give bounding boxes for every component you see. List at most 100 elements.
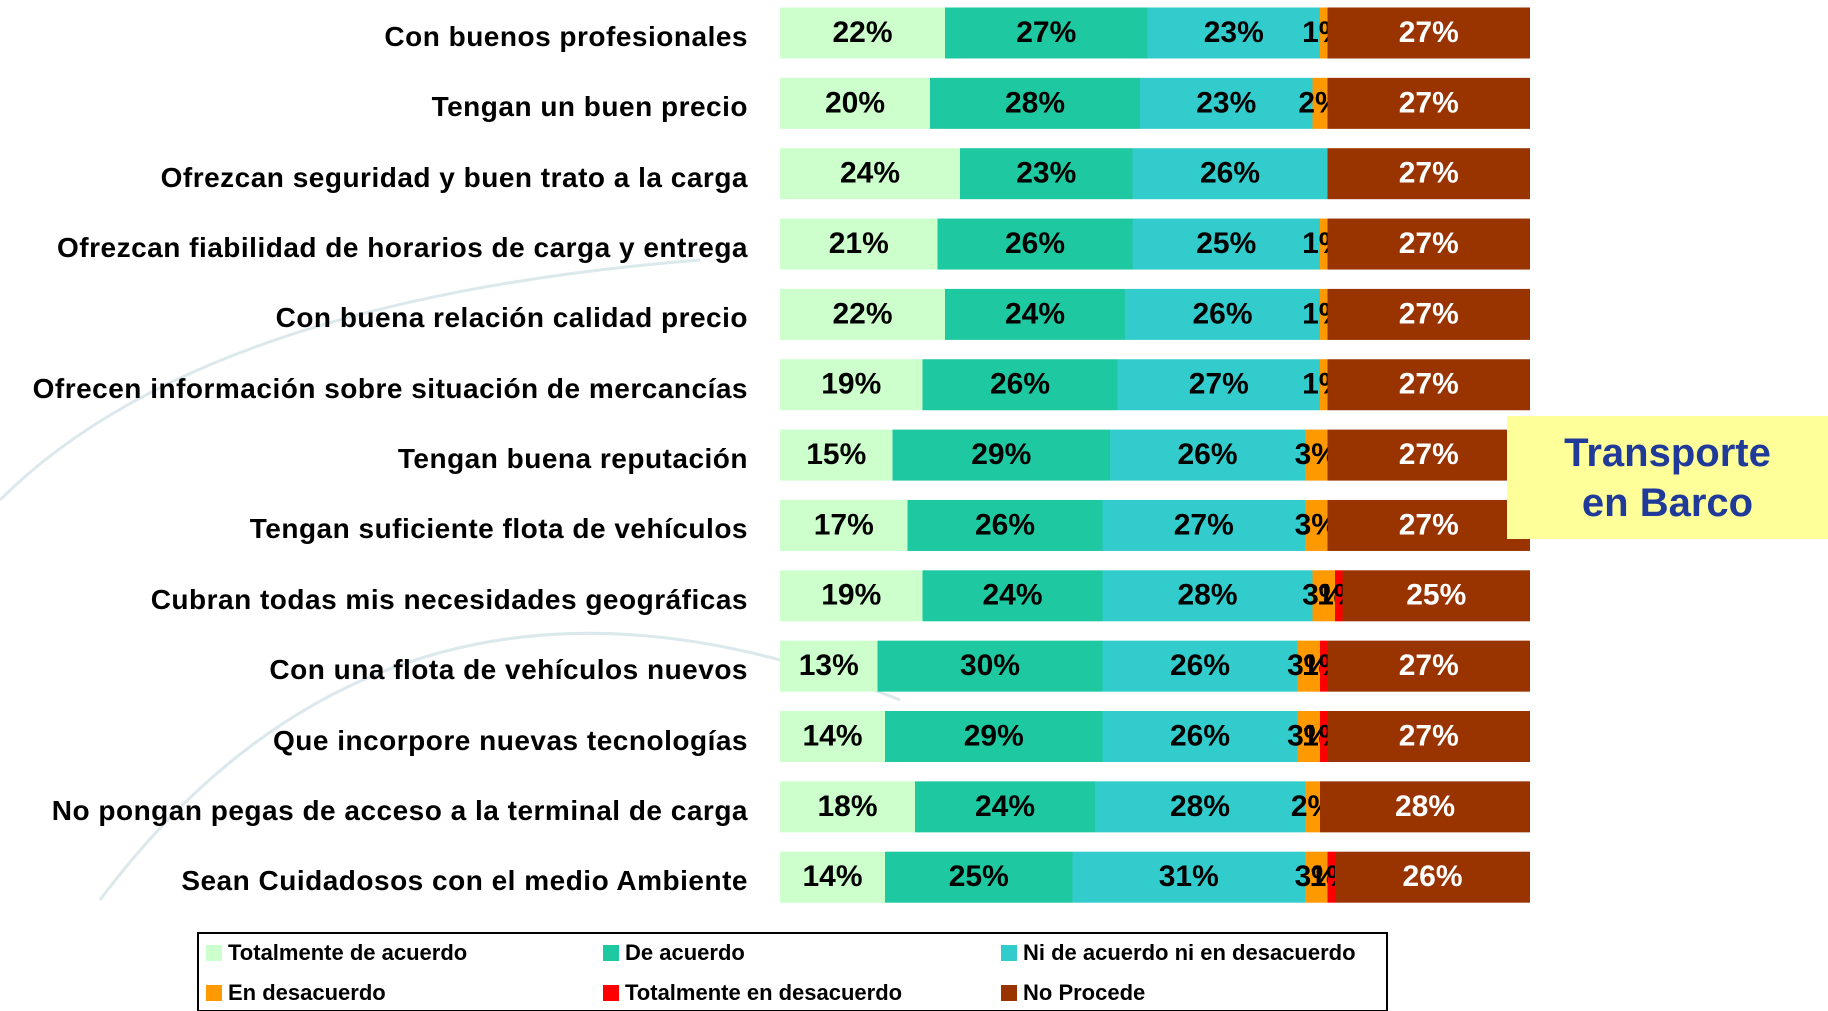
legend-label: Totalmente en desacuerdo (625, 980, 902, 1005)
value-label: 24% (840, 157, 900, 190)
bar-segment (1297, 640, 1320, 692)
bar-segment (945, 7, 1148, 59)
bar-segment (1147, 7, 1320, 59)
category-label: Ofrezcan fiabilidad de horarios de carga… (57, 232, 748, 264)
bar-segment (960, 148, 1133, 200)
value-label: 27% (1189, 368, 1249, 401)
value-label: 28% (1005, 86, 1065, 119)
value-label: 27% (1399, 508, 1459, 541)
bar-segment (1140, 77, 1313, 129)
category-label: Tengan un buen precio (431, 91, 748, 123)
bar-segment (1305, 851, 1328, 903)
bar-segment (930, 77, 1140, 129)
legend-swatch (603, 945, 619, 961)
bar-segment (1320, 359, 1328, 411)
bar-segment (945, 288, 1125, 340)
value-label: 22% (832, 16, 892, 49)
bar-segment (780, 851, 885, 903)
bar-segment (1320, 7, 1328, 59)
category-label: Con buenos profesionales (384, 21, 748, 52)
category-label: Cubran todas mis necesidades geográficas (150, 583, 748, 615)
bar-segment (1102, 499, 1305, 551)
value-label: 25% (949, 860, 1009, 893)
value-label: 26% (990, 368, 1050, 401)
value-label: 24% (982, 579, 1042, 612)
bar-segment (1327, 288, 1530, 340)
value-label: 28% (1177, 579, 1237, 612)
bar-segment (1305, 781, 1320, 833)
value-label: 19% (821, 368, 881, 401)
value-label: 14% (802, 860, 862, 893)
bar-segment (1327, 7, 1530, 59)
bar-segment (1320, 781, 1530, 833)
bar-segment (780, 429, 893, 481)
bar-segment (1312, 77, 1328, 129)
bar-segment (1327, 218, 1530, 270)
bar-segment (780, 711, 885, 762)
value-label: 27% (1174, 508, 1234, 541)
legend-swatch (1001, 985, 1017, 1001)
category-label: Que incorpore nuevas tecnologías (272, 724, 748, 756)
value-label: 26% (1177, 438, 1237, 471)
value-label: 24% (975, 790, 1035, 823)
category-label: Con buena relación calidad precio (275, 302, 748, 334)
value-label: 29% (971, 438, 1031, 471)
bar-segment (1327, 851, 1335, 903)
bar-segment (1335, 851, 1530, 903)
value-label: 28% (1395, 790, 1455, 823)
bar-segment (780, 499, 908, 551)
legend-label: De acuerdo (625, 940, 745, 965)
value-label: 27% (1399, 297, 1459, 330)
value-label: 19% (821, 579, 881, 612)
bar-segment (1102, 640, 1298, 692)
category-label: Tengan buena reputación (397, 443, 748, 475)
bar-segment (1320, 288, 1328, 340)
value-label: 22% (832, 297, 892, 330)
value-label: 14% (802, 719, 862, 752)
value-label: 27% (1399, 438, 1459, 471)
value-label: 17% (814, 508, 874, 541)
value-label: 31% (1159, 860, 1219, 893)
bar-segment (1320, 218, 1328, 270)
bar-segment (1297, 711, 1320, 762)
value-label: 25% (1406, 579, 1466, 612)
bar-segment (1110, 429, 1305, 481)
bar-segment (780, 77, 930, 129)
bar-segment (780, 7, 945, 59)
value-label: 13% (799, 649, 859, 682)
category-label: Con una flota de vehículos nuevos (269, 654, 748, 686)
bar-segment (1312, 570, 1335, 622)
value-label: 15% (806, 438, 866, 471)
value-label: 26% (1170, 649, 1230, 682)
bar-segment (1327, 429, 1530, 481)
bar-segment (1095, 781, 1305, 833)
bar-segment (1327, 711, 1530, 762)
bar-segment (1320, 640, 1328, 692)
bar-segment (892, 429, 1110, 481)
value-label: 27% (1399, 649, 1459, 682)
bar-segment (1342, 570, 1530, 622)
value-label: 26% (1402, 860, 1462, 893)
bar-segment (907, 499, 1103, 551)
bar-segment (780, 781, 915, 833)
value-label: 27% (1399, 157, 1459, 190)
bar-segment (937, 218, 1133, 270)
bar-segment (1072, 851, 1305, 903)
value-label: 27% (1399, 16, 1459, 49)
bar-segment (885, 851, 1073, 903)
bar-segment (1305, 499, 1328, 551)
bar-segment (780, 148, 960, 200)
annotation: Transporte en Barco (1507, 416, 1828, 539)
legend-label: En desacuerdo (228, 980, 386, 1005)
value-label: 24% (1005, 297, 1065, 330)
bar-segment (1125, 288, 1320, 340)
category-label: No pongan pegas de acceso a la terminal … (51, 794, 748, 826)
bar-segment (1327, 499, 1530, 551)
bar-segment (1320, 711, 1328, 762)
bar-segment (877, 640, 1103, 692)
legend-box (197, 932, 1388, 1011)
category-label: Sean Cuidadosos con el medio Ambiente (181, 865, 748, 897)
bar-segment (1102, 570, 1313, 622)
legend-swatch (206, 985, 222, 1001)
value-label: 21% (829, 227, 889, 260)
